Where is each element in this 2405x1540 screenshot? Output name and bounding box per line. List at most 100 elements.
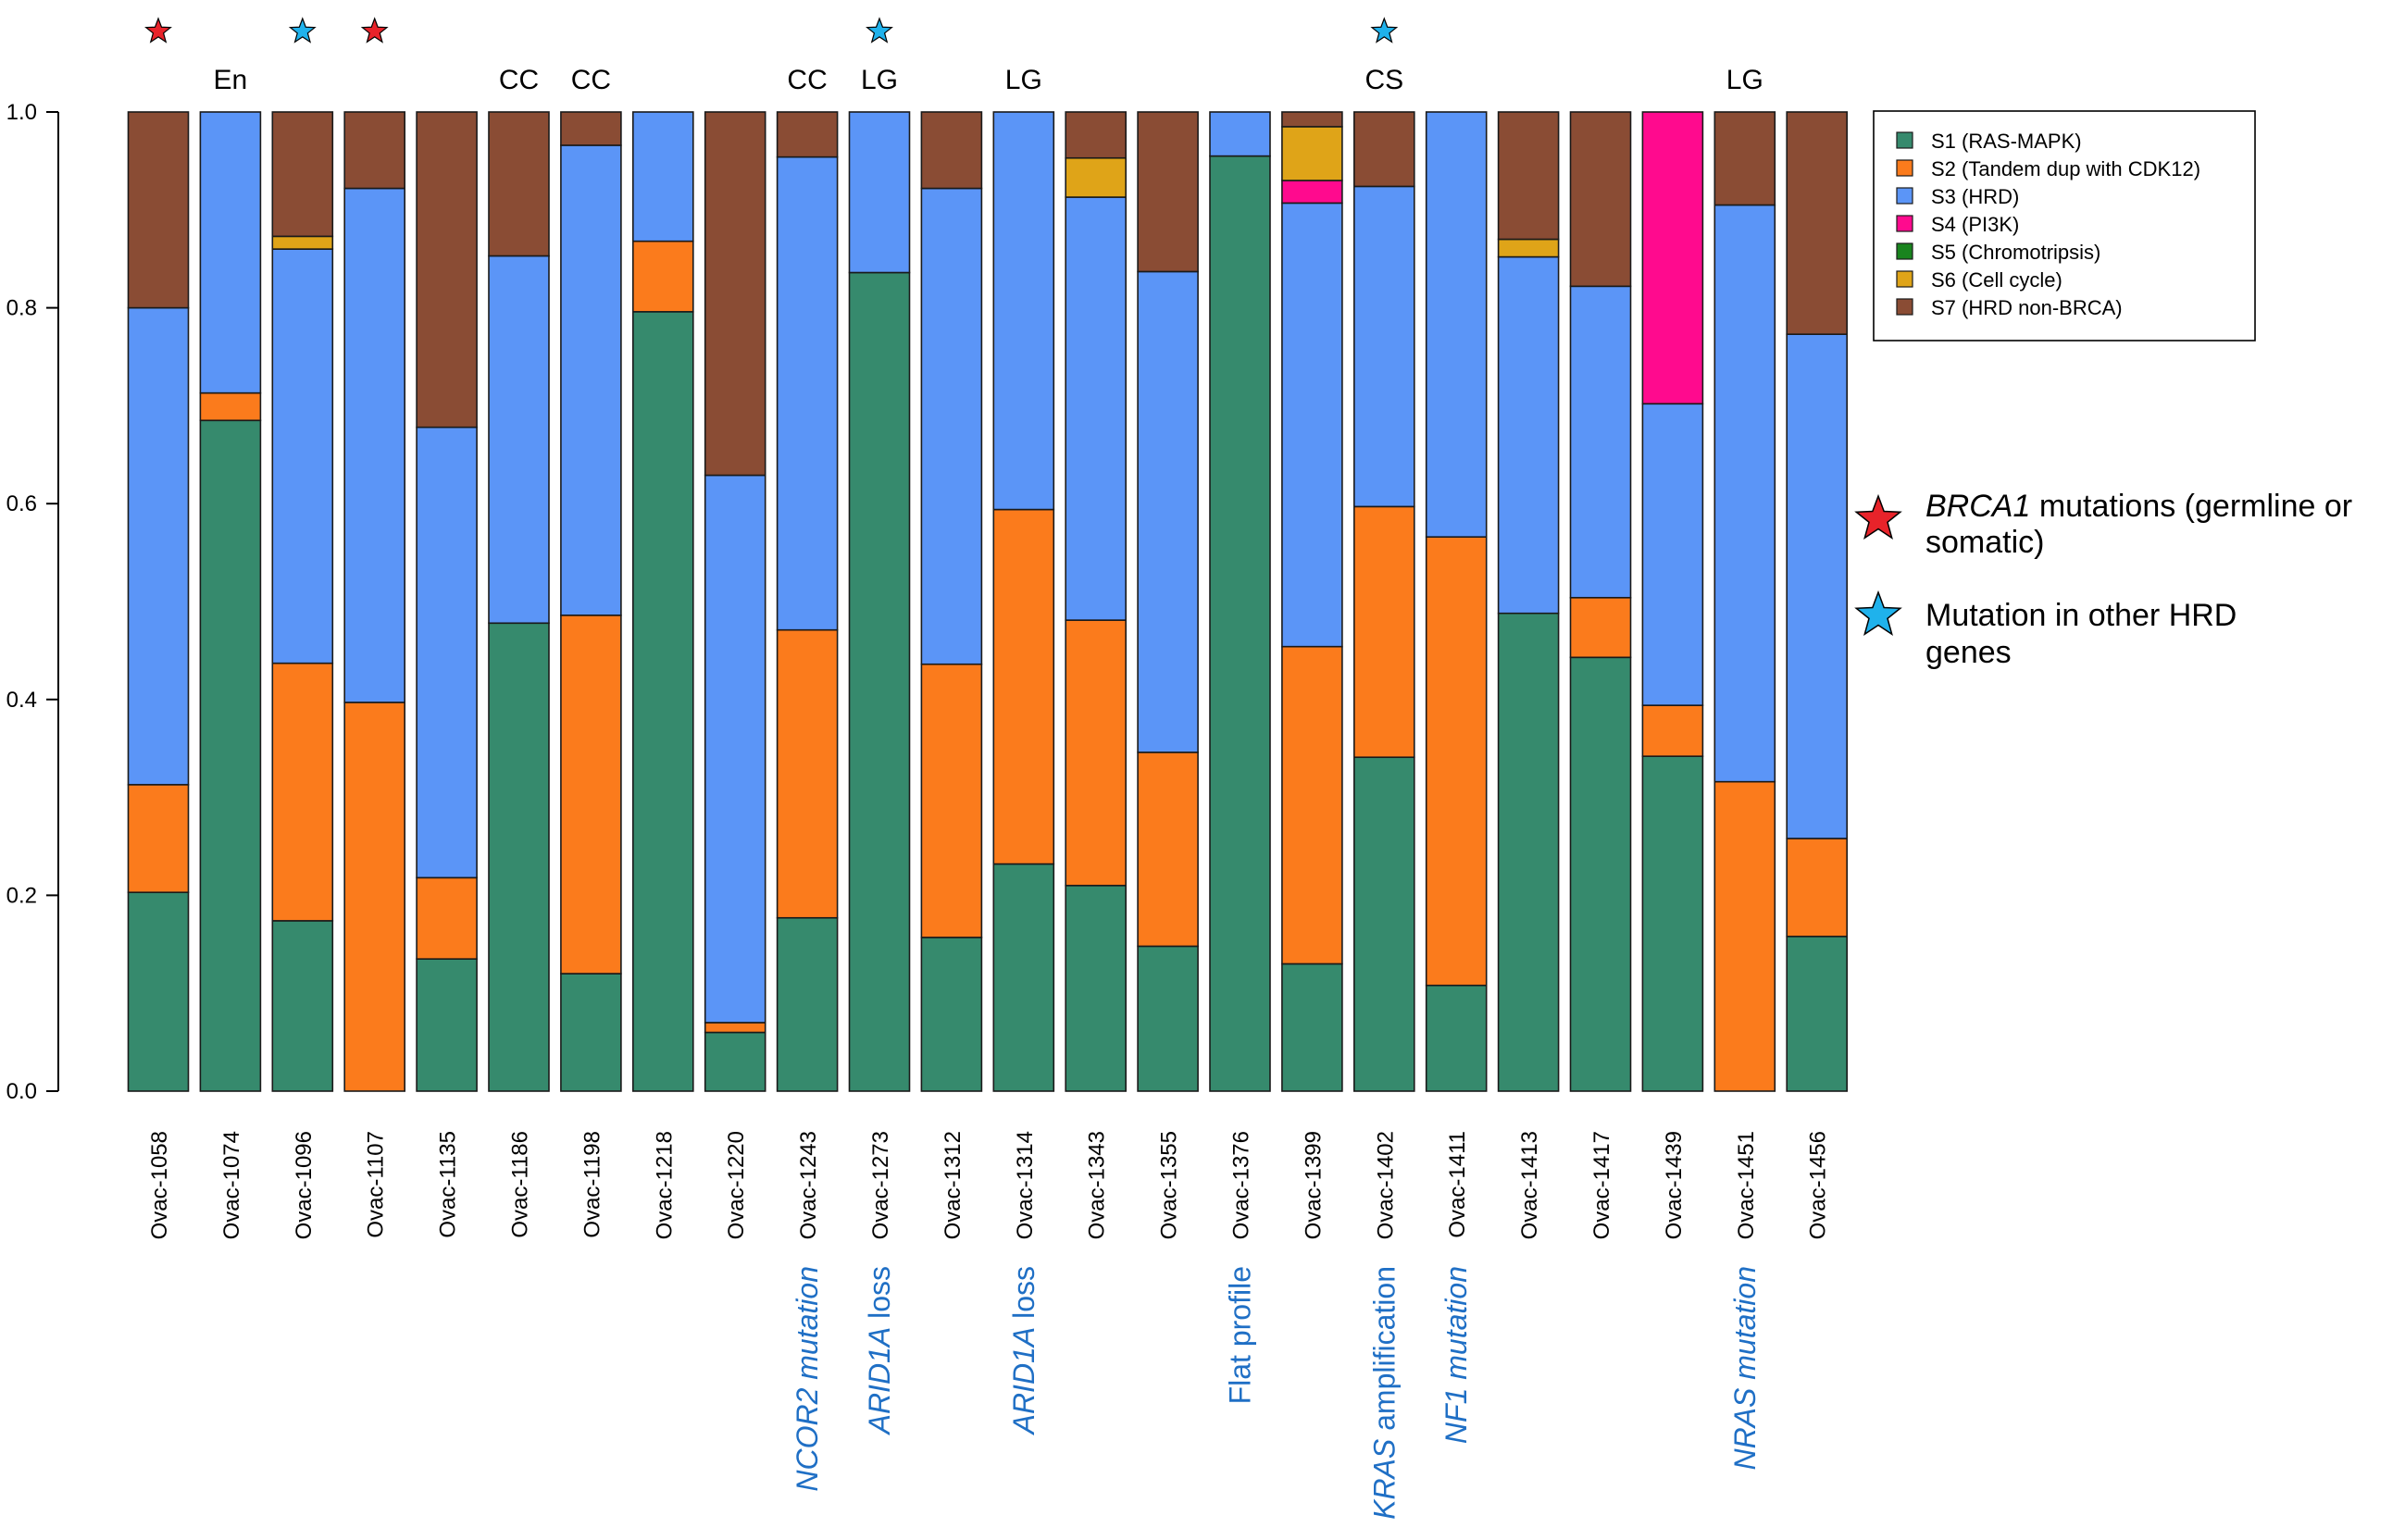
bar-stack-ovac-1273 (848, 111, 911, 1092)
bar-stack-ovac-1058 (127, 111, 190, 1092)
bar-segment-s2 (1641, 704, 1704, 757)
bar-stack-ovac-1456 (1786, 111, 1848, 1092)
annotation-label: KRAS amplification (1367, 1266, 1401, 1520)
bar-segment-s7 (560, 111, 622, 146)
legend-entry: S5 (Chromotripsis) (1931, 241, 2100, 264)
bar-segment-s2 (1425, 536, 1488, 987)
subtype-label: LG (1005, 65, 1042, 95)
subtype-label: CS (1364, 65, 1403, 95)
bar-segment-s1 (199, 419, 262, 1092)
sample-label: Ovac-1451 (1734, 1131, 1759, 1239)
legend-swatch (1896, 187, 1913, 205)
bar-segment-s2 (199, 391, 262, 422)
bar-segment-s6 (1065, 156, 1127, 198)
legend-entry: S2 (Tandem dup with CDK12) (1931, 157, 2200, 180)
bar-segment-s7 (1713, 111, 1776, 206)
annotation-label: ARID1A loss (1007, 1266, 1041, 1435)
bar-segment-s1 (271, 920, 334, 1092)
legend-swatch (1896, 270, 1913, 288)
bar-segment-s3 (1786, 333, 1848, 839)
bar-segment-s1 (127, 891, 190, 1092)
bar-segment-s1 (1569, 656, 1632, 1092)
bar-segment-s7 (271, 111, 334, 238)
hrd-key-label: Mutation in other HRD (1925, 598, 2237, 633)
sample-label: Ovac-1243 (796, 1131, 821, 1239)
annotation-label: NRAS mutation (1728, 1266, 1762, 1471)
sample-label: Ovac-1218 (652, 1131, 677, 1239)
sample-label: Ovac-1355 (1157, 1131, 1182, 1239)
bar-stack-ovac-1074 (199, 111, 262, 1092)
bar-stack-ovac-1243 (776, 111, 839, 1092)
hrd-star-icon (866, 17, 893, 43)
bar-stack-ovac-1355 (1137, 111, 1199, 1092)
bar-segment-s1 (1137, 945, 1199, 1092)
bar-segment-s1 (416, 958, 478, 1092)
subtype-and-star-markers: En CC CC CC LG LG CS LG (144, 17, 1763, 95)
sample-label: Ovac-1107 (364, 1131, 389, 1238)
y-tick-label: 1.0 (6, 100, 37, 125)
subtype-label: CC (571, 65, 611, 95)
sample-label: Ovac-1399 (1301, 1131, 1326, 1239)
bar-stack-ovac-1135 (416, 111, 478, 1092)
bar-segment-s2 (416, 876, 478, 960)
y-tick-label: 0.6 (6, 491, 37, 516)
bar-segment-s3 (920, 187, 983, 665)
legend-swatch (1896, 242, 1913, 260)
bar-segment-s1 (1353, 756, 1415, 1092)
sample-label: Ovac-1273 (868, 1131, 893, 1239)
sample-labels: Ovac-1058 Ovac-1074 Ovac-1096 Ovac-1107 Ovac… (147, 1131, 1831, 1239)
bar-stack-ovac-1314 (992, 111, 1055, 1092)
bar-segment-s1 (560, 973, 622, 1092)
bar-segment-s7 (343, 111, 406, 190)
bar-segment-s7 (1137, 111, 1199, 273)
annotation-label: ARID1A loss (863, 1266, 896, 1435)
bar-segment-s1 (1497, 612, 1560, 1092)
subtype-label: CC (499, 65, 539, 95)
bars (127, 111, 1848, 1092)
sample-label: Ovac-1186 (508, 1131, 533, 1238)
sample-label: Ovac-1074 (219, 1131, 244, 1239)
bar-segment-s2 (560, 615, 622, 975)
bar-stack-ovac-1107 (343, 111, 406, 1092)
brca1-star-icon (144, 17, 172, 43)
bar-segment-s1 (1425, 984, 1488, 1092)
bar-stack-ovac-1312 (920, 111, 983, 1092)
sample-label: Ovac-1314 (1013, 1131, 1038, 1239)
bar-segment-s7 (1065, 111, 1127, 159)
legend-entry: S6 (Cell cycle) (1931, 268, 2062, 292)
bar-segment-s2 (1065, 619, 1127, 887)
bar-segment-s7 (1353, 111, 1415, 188)
bar-stack-ovac-1186 (488, 111, 550, 1092)
sample-annotations: NCOR2 mutation ARID1A loss ARID1A loss Flat… (791, 1266, 1762, 1520)
legend-box (1873, 110, 2256, 342)
legend-entry: S3 (HRD) (1931, 185, 2019, 208)
bar-segment-s1 (1786, 936, 1848, 1092)
bar-segment-s2 (343, 702, 406, 1092)
sample-label: Ovac-1376 (1229, 1131, 1254, 1239)
sample-label: Ovac-1439 (1662, 1131, 1687, 1239)
sample-label: Ovac-1343 (1085, 1131, 1110, 1239)
bar-stack-ovac-1411 (1425, 111, 1488, 1092)
bar-segment-s3 (488, 255, 550, 625)
bar-segment-s1 (631, 311, 694, 1092)
bar-segment-s1 (1641, 755, 1704, 1092)
bar-segment-s7 (776, 111, 839, 158)
subtype-label: CC (787, 65, 827, 95)
subtype-label: LG (861, 65, 898, 95)
bar-segment-s3 (848, 111, 911, 274)
legend: S1 (RAS-MAPK) S2 (Tandem dup with CDK12) S… (1873, 110, 2256, 342)
bar-stack-ovac-1343 (1065, 111, 1127, 1092)
bar-segment-s3 (1209, 111, 1271, 157)
hrd-key-label-line2: genes (1925, 635, 2012, 670)
bar-stack-ovac-1399 (1281, 111, 1343, 1092)
legend-entry: S4 (PI3K) (1931, 213, 2019, 236)
bar-stack-ovac-1220 (704, 111, 766, 1092)
y-axis: 0.0 0.2 0.4 0.6 0.8 1.0 (6, 100, 59, 1104)
bar-segment-s1 (1065, 885, 1127, 1092)
sample-label: Ovac-1198 (579, 1131, 604, 1238)
bar-segment-s1 (776, 916, 839, 1092)
bar-stack-ovac-1198 (560, 111, 622, 1092)
legend-swatch (1896, 298, 1913, 316)
bar-segment-s3 (1569, 285, 1632, 599)
